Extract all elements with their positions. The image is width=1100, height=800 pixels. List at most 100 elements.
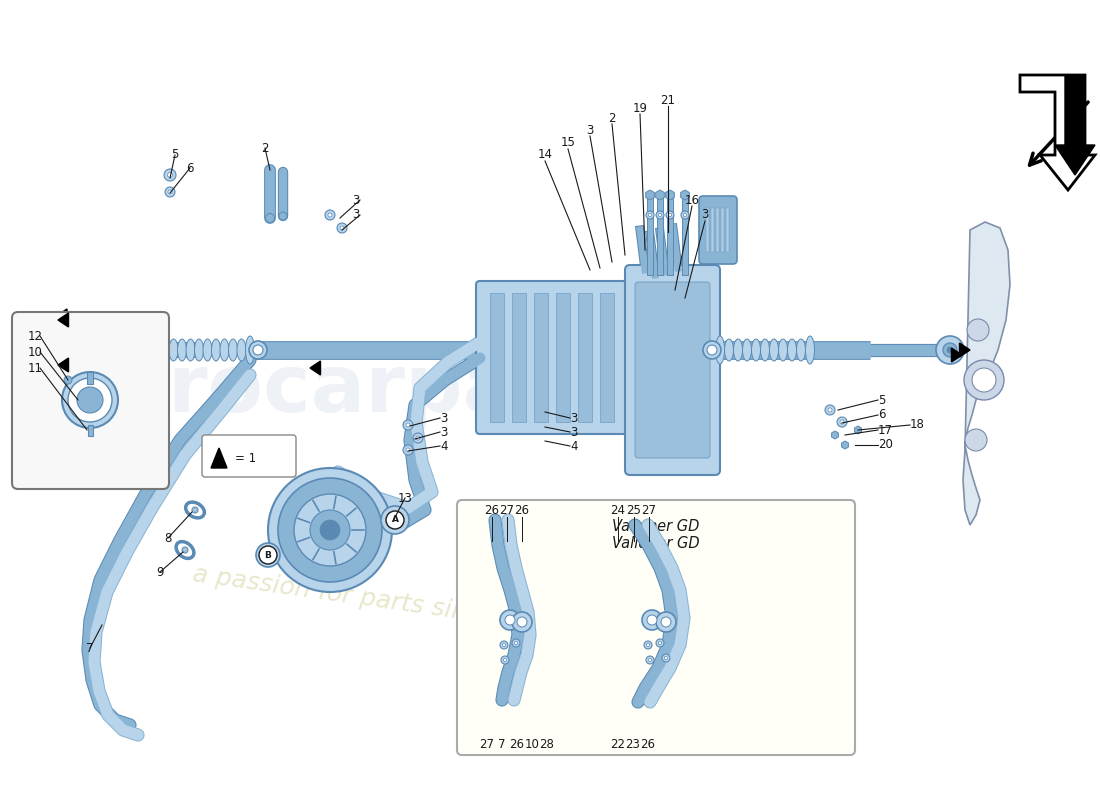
Polygon shape — [1055, 75, 1094, 175]
Text: a passion for parts since 1985: a passion for parts since 1985 — [191, 562, 569, 638]
Bar — [716, 208, 719, 252]
Text: 4: 4 — [440, 439, 448, 453]
Circle shape — [661, 617, 671, 627]
Polygon shape — [842, 441, 848, 449]
Circle shape — [164, 169, 176, 181]
Circle shape — [936, 336, 964, 364]
Text: 25: 25 — [627, 505, 641, 518]
Circle shape — [965, 429, 987, 451]
Circle shape — [517, 617, 527, 627]
Circle shape — [647, 643, 650, 646]
Text: 3: 3 — [586, 123, 594, 137]
Circle shape — [967, 319, 989, 341]
Circle shape — [943, 343, 957, 357]
Circle shape — [62, 372, 118, 428]
Ellipse shape — [229, 339, 238, 361]
Circle shape — [310, 510, 350, 550]
Polygon shape — [310, 361, 320, 375]
Bar — [556, 293, 570, 422]
Circle shape — [278, 478, 382, 582]
Circle shape — [947, 347, 953, 353]
Bar — [534, 293, 548, 422]
Bar — [726, 208, 729, 252]
Ellipse shape — [195, 339, 204, 361]
Bar — [578, 293, 592, 422]
Polygon shape — [952, 348, 962, 362]
Ellipse shape — [186, 339, 195, 361]
Circle shape — [964, 360, 1004, 400]
Circle shape — [666, 211, 674, 219]
Text: 24: 24 — [610, 505, 626, 518]
Circle shape — [681, 211, 689, 219]
FancyBboxPatch shape — [202, 435, 296, 477]
Circle shape — [294, 494, 366, 566]
Polygon shape — [855, 426, 861, 434]
Text: 27: 27 — [499, 505, 515, 518]
Circle shape — [664, 656, 668, 659]
Text: 13: 13 — [397, 491, 412, 505]
Text: 16: 16 — [684, 194, 700, 206]
Ellipse shape — [760, 339, 770, 361]
Text: Valid for GD: Valid for GD — [613, 535, 700, 550]
Bar — [87, 372, 94, 384]
Text: 22: 22 — [610, 738, 626, 751]
Polygon shape — [1020, 75, 1094, 190]
Circle shape — [837, 417, 847, 427]
Circle shape — [648, 658, 651, 662]
Circle shape — [182, 547, 188, 553]
Polygon shape — [58, 313, 68, 327]
FancyBboxPatch shape — [698, 196, 737, 264]
Circle shape — [416, 436, 420, 440]
Circle shape — [828, 408, 832, 412]
Ellipse shape — [734, 339, 742, 361]
Ellipse shape — [715, 336, 725, 364]
Circle shape — [403, 420, 412, 430]
Polygon shape — [656, 190, 664, 200]
Text: A: A — [392, 515, 398, 525]
Circle shape — [825, 405, 835, 415]
Ellipse shape — [751, 339, 760, 361]
Text: 9: 9 — [156, 566, 164, 578]
Circle shape — [707, 345, 717, 355]
Ellipse shape — [796, 339, 805, 361]
Circle shape — [249, 341, 267, 359]
Circle shape — [504, 658, 507, 662]
Circle shape — [500, 610, 520, 630]
Text: 3: 3 — [702, 209, 708, 222]
Circle shape — [328, 213, 332, 217]
Circle shape — [659, 214, 661, 217]
Circle shape — [406, 448, 410, 452]
Text: 3: 3 — [570, 426, 578, 438]
Text: 11: 11 — [28, 362, 43, 374]
Polygon shape — [959, 343, 970, 357]
Text: 3: 3 — [440, 411, 448, 425]
Polygon shape — [58, 359, 67, 371]
Circle shape — [683, 214, 686, 217]
Circle shape — [512, 639, 520, 647]
Text: 19: 19 — [632, 102, 648, 114]
Text: 3: 3 — [353, 209, 360, 222]
Circle shape — [656, 612, 676, 632]
Circle shape — [65, 343, 79, 357]
Text: Vale per GD: Vale per GD — [613, 519, 700, 534]
Ellipse shape — [770, 339, 779, 361]
Circle shape — [656, 211, 664, 219]
Bar — [682, 195, 688, 275]
Text: 3: 3 — [440, 426, 448, 438]
Bar — [490, 293, 504, 422]
Bar — [711, 208, 714, 252]
Circle shape — [659, 642, 661, 645]
Circle shape — [268, 468, 392, 592]
Ellipse shape — [236, 339, 246, 361]
Circle shape — [265, 214, 275, 222]
Circle shape — [58, 336, 86, 364]
Circle shape — [403, 445, 412, 455]
Text: 26: 26 — [509, 738, 525, 751]
Circle shape — [503, 643, 506, 646]
Circle shape — [253, 345, 263, 355]
Polygon shape — [832, 431, 838, 439]
Circle shape — [184, 549, 186, 551]
Text: 7: 7 — [86, 642, 94, 654]
Ellipse shape — [220, 339, 229, 361]
Text: 7: 7 — [498, 738, 506, 751]
